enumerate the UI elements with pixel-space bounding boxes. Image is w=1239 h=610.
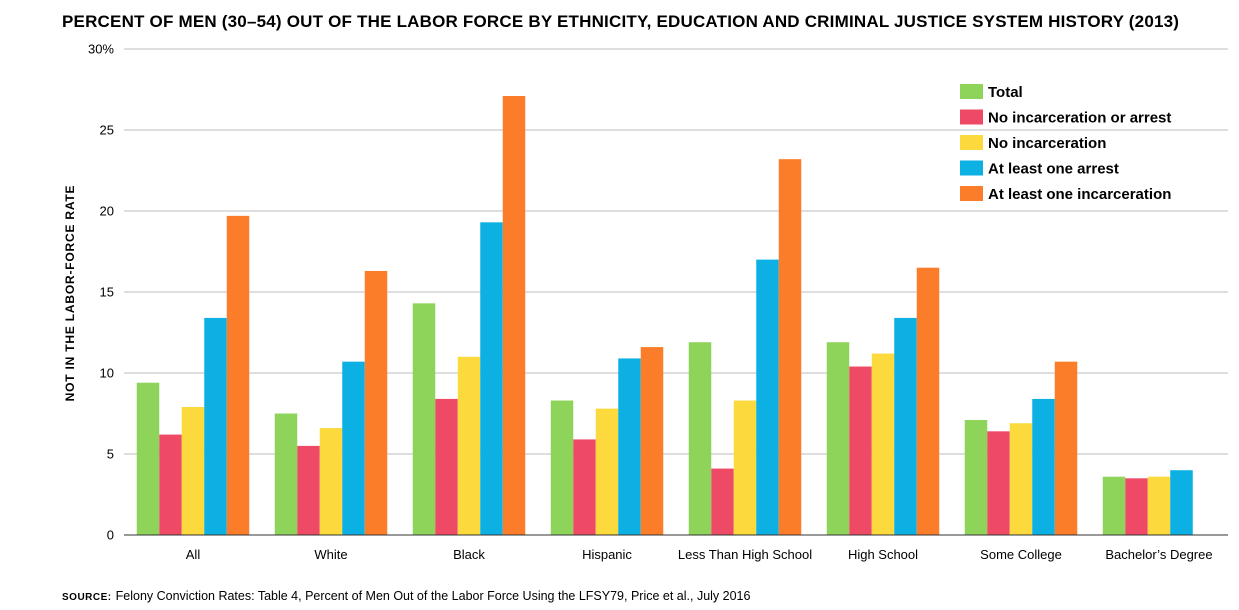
bar xyxy=(688,342,712,535)
legend-item: No incarceration or arrest xyxy=(960,109,1171,127)
bar xyxy=(342,361,365,535)
bar xyxy=(1054,361,1078,535)
bar xyxy=(364,270,388,535)
bar xyxy=(1009,423,1033,535)
bar xyxy=(1147,476,1171,535)
bar xyxy=(502,95,526,535)
bar-group xyxy=(274,270,388,535)
bar xyxy=(297,445,320,535)
legend-swatch xyxy=(960,186,983,201)
y-tick-label: 5 xyxy=(107,447,114,462)
x-tick-label: Hispanic xyxy=(582,547,632,562)
source-text: Felony Conviction Rates: Table 4, Percen… xyxy=(115,589,751,603)
legend-swatch xyxy=(960,109,983,125)
bar-group xyxy=(412,95,526,535)
legend-item: Total xyxy=(960,84,1023,101)
bar xyxy=(711,468,734,535)
bar xyxy=(181,407,205,535)
bar-group xyxy=(688,159,802,535)
y-tick-label: 15 xyxy=(100,285,114,300)
bar xyxy=(1102,476,1126,535)
x-tick-label: All xyxy=(186,547,201,562)
bar xyxy=(319,428,343,535)
source-note: source: Felony Conviction Rates: Table 4,… xyxy=(62,589,750,603)
bar-group xyxy=(826,267,940,535)
x-tick-label: White xyxy=(314,547,347,562)
bar xyxy=(618,358,641,535)
bar-group xyxy=(550,347,664,535)
x-tick-label: High School xyxy=(848,547,918,562)
bar xyxy=(733,400,757,535)
source-label: source: xyxy=(62,592,112,603)
legend-item: At least one arrest xyxy=(960,160,1119,178)
y-tick-label: 0 xyxy=(107,528,114,543)
legend-swatch xyxy=(960,160,983,176)
x-tick-label: Black xyxy=(453,547,485,562)
legend-swatch xyxy=(960,84,983,99)
bar xyxy=(849,366,872,535)
legend-label: At least one arrest xyxy=(988,161,1119,178)
legend-label: Total xyxy=(988,84,1023,101)
x-tick-label: Bachelor’s Degree xyxy=(1105,547,1212,562)
bar xyxy=(871,353,895,535)
legend-label: No incarceration xyxy=(988,135,1106,152)
bar xyxy=(964,419,988,535)
legend: Total No incarceration or arrest No incarc… xyxy=(960,84,1171,203)
bar xyxy=(640,347,664,535)
y-tick-label: 25 xyxy=(100,123,114,138)
y-axis-ticks: 0 5 10 15 20 25 30% xyxy=(88,42,114,543)
bar xyxy=(595,408,619,535)
legend-label: No incarceration or arrest xyxy=(988,110,1171,127)
legend-item: No incarceration xyxy=(960,135,1106,152)
bar xyxy=(573,439,596,535)
bar xyxy=(1170,470,1193,535)
legend-swatch xyxy=(960,135,983,150)
bar-group xyxy=(1102,470,1193,535)
bar xyxy=(412,303,436,535)
y-tick-label: 10 xyxy=(100,366,114,381)
bar xyxy=(1032,398,1055,535)
bars xyxy=(136,95,1193,536)
y-tick-label: 30% xyxy=(88,42,114,57)
y-axis-label: NOT IN THE LABOR-FORCE RATE xyxy=(63,185,77,402)
y-tick-label: 20 xyxy=(100,204,114,219)
x-axis-labels: All White Black Hispanic Less Than High Scho… xyxy=(186,547,1213,562)
bar xyxy=(987,431,1010,535)
x-tick-label: Less Than High School xyxy=(678,547,812,562)
bar xyxy=(204,317,227,535)
bar-group xyxy=(136,215,250,536)
bar-group xyxy=(964,361,1078,535)
bar xyxy=(916,267,940,535)
bar xyxy=(274,413,298,535)
x-tick-label: Some College xyxy=(980,547,1062,562)
legend-label: At least one incarceration xyxy=(988,186,1171,203)
chart-title: PERCENT OF MEN (30–54) OUT OF THE LABOR … xyxy=(62,12,1180,31)
bar xyxy=(756,259,779,535)
bar xyxy=(480,222,503,535)
bar xyxy=(226,215,250,536)
legend-item: At least one incarceration xyxy=(960,186,1171,203)
bar xyxy=(457,356,481,535)
bar xyxy=(778,159,802,535)
bar xyxy=(894,317,917,535)
bar xyxy=(826,342,850,535)
bar xyxy=(550,400,574,535)
bar xyxy=(1125,478,1148,535)
bar xyxy=(136,382,160,535)
bar xyxy=(159,434,182,535)
bar xyxy=(435,398,458,535)
